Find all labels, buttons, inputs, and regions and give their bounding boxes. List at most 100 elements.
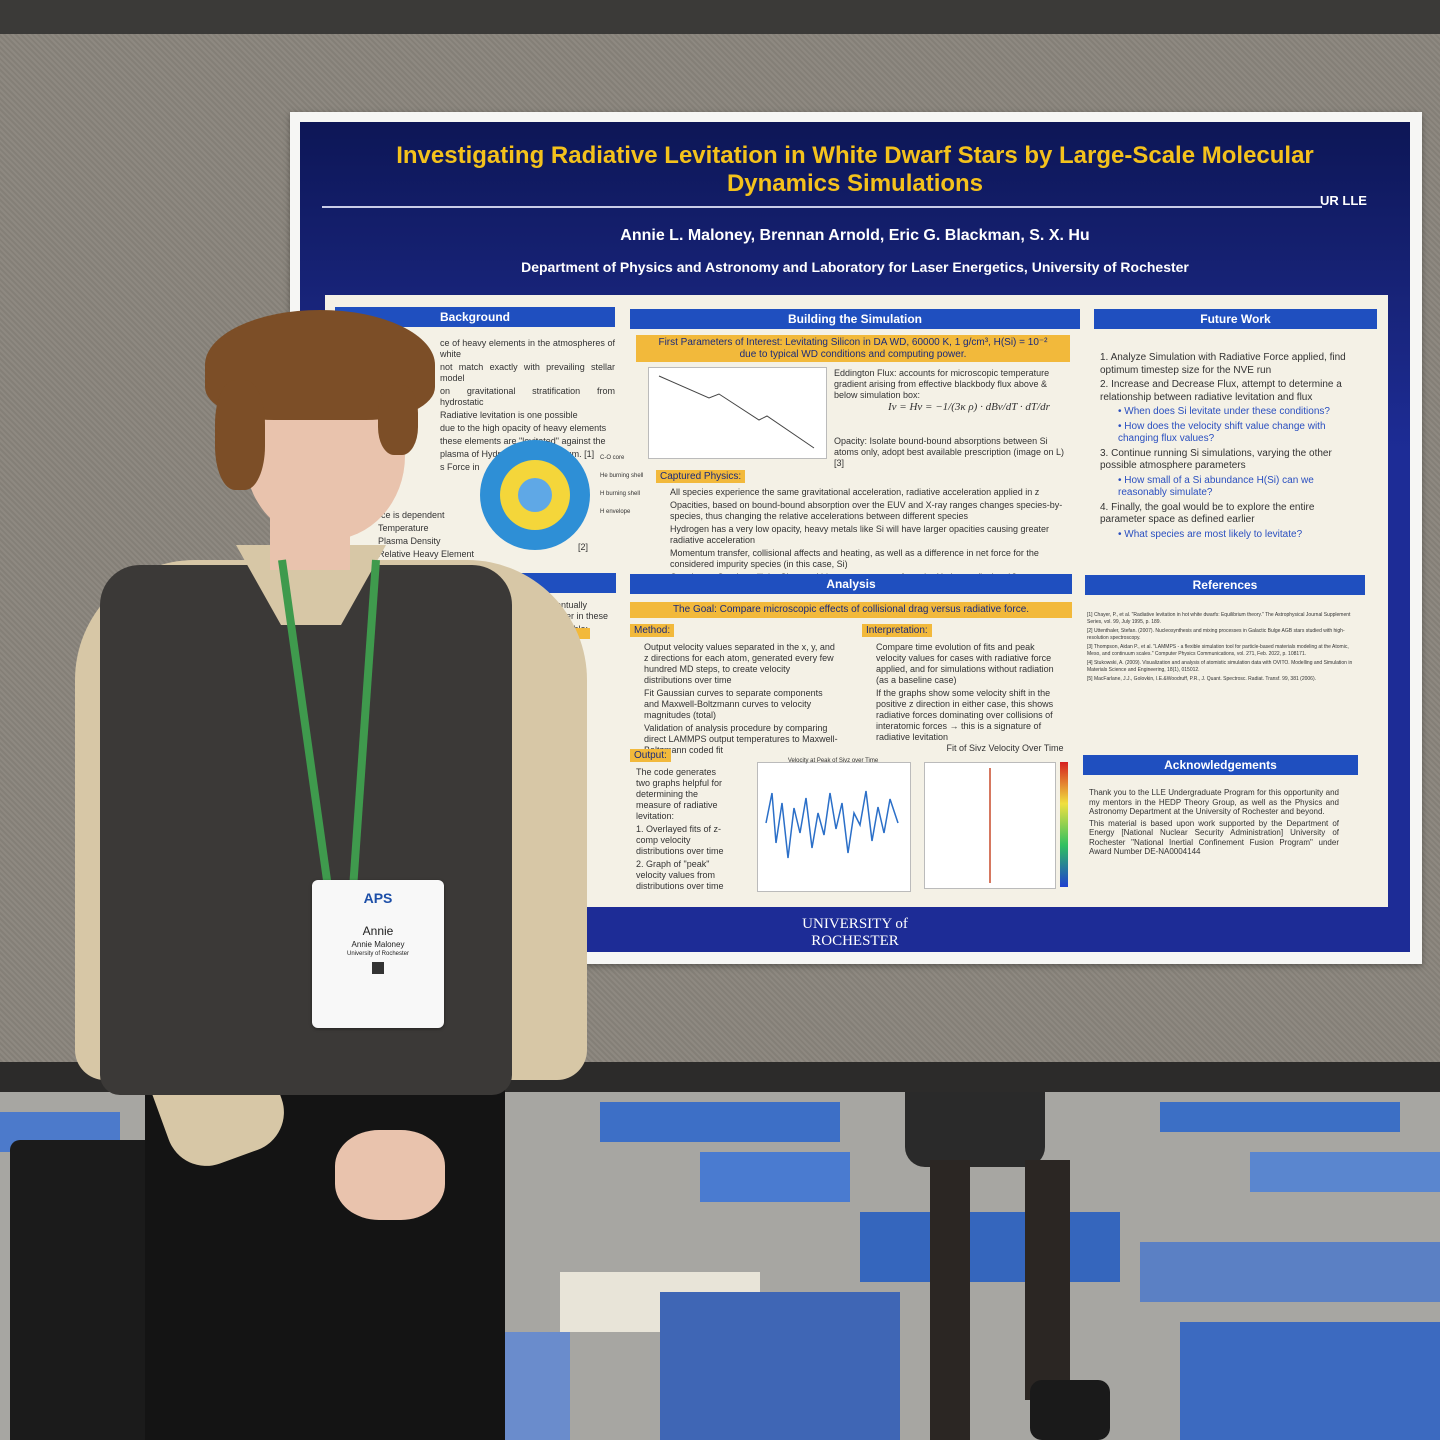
carpet-patch	[660, 1292, 900, 1440]
list-item: H envelope	[600, 509, 631, 515]
list-item: All species experience the same gravitat…	[670, 487, 1040, 497]
other-person-skirt	[905, 1092, 1045, 1167]
list-item: Radiative levitation is one possible	[440, 410, 578, 420]
section-heading: References	[1085, 575, 1365, 595]
section-text: Thank you to the LLE Undergraduate Progr…	[1089, 788, 1339, 859]
footer-logo: UNIVERSITY of ROCHESTER	[802, 916, 908, 949]
list-item: Fit Gaussian curves to separate componen…	[644, 688, 823, 720]
list-item: • How does the velocity shift value chan…	[1118, 420, 1326, 445]
citation: [2]	[578, 542, 589, 552]
list-item: H burning shell	[600, 491, 641, 497]
list-item: 4. Finally, the goal would be to explore…	[1100, 501, 1315, 526]
list-item: Plasma Density	[378, 536, 441, 546]
carpet-patch	[1160, 1102, 1400, 1132]
reference-list: [1] Chayer, P., et al. "Radiative levita…	[1087, 612, 1357, 685]
badge-full-name: Annie Maloney	[351, 940, 405, 949]
ceiling-strip	[0, 0, 1440, 34]
list-item: Thank you to the LLE Undergraduate Progr…	[1089, 788, 1339, 816]
highlight-box: The Goal: Compare microscopic effects of…	[630, 602, 1072, 618]
plot-line	[989, 768, 991, 883]
plot-line	[765, 790, 899, 859]
list-item: not match exactly with prevailing stella…	[440, 362, 615, 383]
list-item: s Force in	[440, 462, 480, 472]
numbered-list: 1. Analyze Simulation with Radiative For…	[1100, 352, 1356, 543]
subheading: Method:	[630, 624, 675, 637]
hands	[335, 1130, 445, 1220]
other-person-leg	[930, 1160, 970, 1440]
colorbar	[1060, 762, 1068, 887]
list-item: This material is based upon work support…	[1089, 818, 1339, 857]
diagram-labels: C-O core He burning shell H burning shell H…	[600, 450, 660, 522]
section-heading: Future Work	[1094, 309, 1377, 329]
carpet-patch	[860, 1212, 1120, 1282]
hair	[378, 385, 418, 455]
section-heading: Analysis	[630, 574, 1072, 594]
list-item: ll eventually consider in these	[540, 600, 609, 621]
fit-plot	[924, 762, 1056, 889]
list-item: [2] Uttenthaler, Stefan. (2007). Nucleos…	[1087, 628, 1345, 641]
bullet-list: Output velocity values separated in the …	[644, 642, 840, 758]
carpet-patch	[1250, 1152, 1440, 1192]
vest	[100, 565, 512, 1095]
list-item: If the graphs show some velocity shift i…	[876, 688, 1054, 742]
list-item: Hydrogen has a very low opacity, heavy m…	[670, 524, 1050, 545]
section-text: Eddington Flux: accounts for microscopic…	[834, 368, 1050, 400]
other-person-boot	[1030, 1380, 1110, 1440]
equation: Iν = Hν = −1/(3κ ρ) · dBν/dT · dT/dr	[888, 401, 1050, 413]
carpet-patch	[700, 1152, 850, 1202]
list-item: Validation of analysis procedure by comp…	[644, 723, 838, 755]
carpet-patch	[600, 1102, 840, 1142]
qr-code	[372, 962, 384, 974]
list-item: 1. Analyze Simulation with Radiative For…	[1100, 352, 1346, 376]
list-item: 3. Continue running Si simulations, vary…	[1100, 447, 1332, 472]
plot-title: Velocity at Peak of Sivz over Time	[787, 758, 879, 764]
opacity-plot	[648, 367, 827, 459]
bullet-list: All species experience the same gravitat…	[670, 487, 1066, 585]
list-item: [4] Stukowski, A. (2009). Visualization …	[1087, 660, 1353, 673]
bullet-list: Compare time evolution of fits and peak …	[876, 642, 1066, 745]
list-item: Output velocity values separated in the …	[644, 642, 835, 685]
list-item: C-O core	[600, 455, 625, 461]
badge-affiliation: University of Rochester	[346, 951, 410, 957]
list-item: 2. Increase and Decrease Flux, attempt t…	[1100, 379, 1342, 403]
badge-first-name: Annie	[362, 924, 394, 938]
list-item: 1. Overlayed fits of z-comp velocity dis…	[636, 824, 724, 856]
section-heading: Building the Simulation	[630, 309, 1080, 329]
badge-logo: APS	[363, 890, 393, 906]
velocity-plot	[757, 762, 911, 892]
subheading: Output:	[630, 749, 671, 762]
carpet-patch	[1180, 1322, 1440, 1440]
title-rule	[322, 206, 1322, 208]
list-item: He burning shell	[600, 473, 644, 479]
highlight-box: First Parameters of Interest: Levitating…	[636, 335, 1070, 362]
plot-title: Fit of Sivz Velocity Over Time	[946, 743, 1064, 753]
list-item: [1] Chayer, P., et al. "Radiative levita…	[1087, 612, 1351, 625]
star-core	[518, 478, 552, 512]
list-item: due to the high opacity of heavy element…	[440, 423, 607, 433]
name-badge: APS Annie Annie Maloney University of Ro…	[312, 880, 444, 1028]
list-item: 2. Graph of "peak" velocity values from …	[636, 859, 724, 891]
list-item: Temperature	[378, 523, 429, 533]
list-item: • How small of a Si abundance H(Si) can …	[1118, 474, 1314, 499]
highlight-text: The Goal: Compare microscopic effects of…	[672, 604, 1030, 615]
list-item: • When does Si levitate under these cond…	[1118, 406, 1330, 417]
list-item: Momentum transfer, collisional affects a…	[670, 548, 1039, 569]
list-item: Compare time evolution of fits and peak …	[876, 642, 1054, 685]
subheading: Interpretation:	[862, 624, 932, 637]
highlight-text: First Parameters of Interest: Levitating…	[658, 337, 1048, 348]
list-item: on gravitational stratification from hyd…	[440, 386, 615, 407]
authors: Annie L. Maloney, Brennan Arnold, Eric G…	[620, 227, 1090, 244]
section-text: Opacity: Isolate bound-bound absorptions…	[834, 436, 1064, 468]
poster-title: Investigating Radiative Levitation in Wh…	[396, 142, 1314, 197]
section-heading: Acknowledgements	[1083, 755, 1358, 775]
plot-line	[658, 375, 815, 449]
hair	[215, 380, 265, 490]
list-item: [5] MacFarlane, J.J., Golovkin, I.E.&Woo…	[1087, 676, 1316, 682]
affiliation: Department of Physics and Astronomy and …	[521, 259, 1189, 275]
highlight-text: due to typical WD conditions and computi…	[739, 349, 967, 360]
list-item: rce is dependent	[378, 510, 445, 520]
carpet-patch	[1140, 1242, 1440, 1302]
subheading: Captured Physics:	[656, 470, 746, 483]
section-heading: Background	[335, 307, 615, 327]
